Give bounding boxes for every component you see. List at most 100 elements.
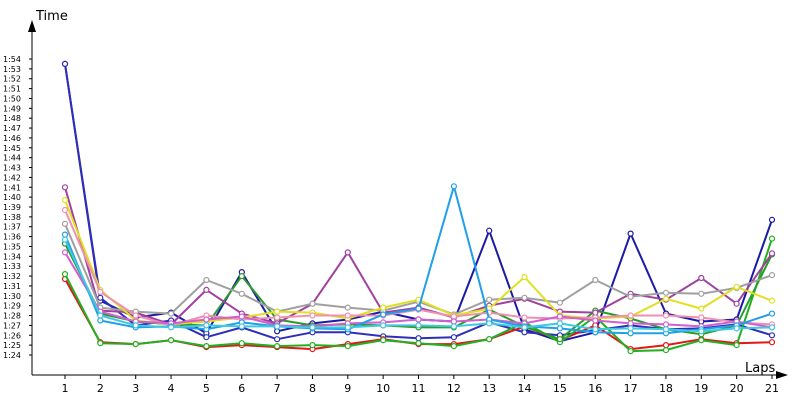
x-ticks: 1 2 3 4 5 6 7 8 9 10 11 12 13 14 15 16 17 18 19 20 21 — [62, 375, 779, 395]
data-point — [97, 340, 104, 347]
data-point — [450, 323, 457, 330]
data-point — [97, 317, 104, 324]
data-point — [768, 324, 776, 331]
data-point — [238, 323, 245, 330]
x-tick-label: 20 — [730, 382, 744, 395]
data-point — [768, 339, 776, 346]
data-point — [380, 322, 387, 329]
data-point — [203, 286, 210, 293]
data-point — [168, 310, 175, 317]
data-point — [203, 334, 210, 341]
data-point — [698, 328, 705, 335]
x-tick-label: 21 — [765, 382, 779, 395]
y-tick-label: 1:31 — [3, 282, 21, 291]
y-tick-label: 1:42 — [3, 173, 21, 182]
y-tick-label: 1:37 — [3, 223, 21, 232]
series-12 — [61, 236, 776, 335]
data-point — [662, 295, 670, 302]
x-tick-label: 5 — [203, 382, 210, 395]
y-tick-label: 1:54 — [3, 55, 21, 64]
data-point — [450, 343, 457, 350]
data-point — [733, 300, 740, 307]
data-point — [344, 312, 351, 319]
data-point — [274, 343, 281, 350]
data-point — [627, 330, 634, 337]
data-point — [733, 342, 740, 349]
data-point — [309, 312, 316, 319]
data-point — [556, 320, 564, 327]
data-point — [61, 220, 69, 227]
y-tick-label: 1:40 — [3, 193, 21, 202]
data-point — [168, 337, 175, 344]
data-point — [662, 347, 670, 354]
x-tick-label: 10 — [376, 382, 390, 395]
x-tick-label: 12 — [447, 382, 461, 395]
data-point — [733, 283, 740, 290]
data-point — [592, 326, 599, 333]
y-axis-arrow — [28, 20, 36, 32]
y-tick-label: 1:38 — [3, 213, 21, 222]
y-tick-label: 1:24 — [3, 351, 21, 360]
data-point — [415, 335, 422, 342]
data-point — [521, 294, 528, 301]
data-point — [380, 337, 387, 344]
data-point — [168, 324, 175, 331]
y-tick-label: 1:36 — [3, 233, 21, 242]
y-tick-label: 1:39 — [3, 203, 21, 212]
y-tick-label: 1:48 — [3, 114, 21, 123]
y-tick-label: 1:52 — [3, 75, 21, 84]
data-point — [203, 276, 210, 284]
data-point — [450, 334, 457, 341]
data-point — [556, 336, 564, 343]
y-tick-label: 1:50 — [3, 94, 21, 103]
y-tick-label: 1:43 — [3, 164, 21, 173]
data-point — [698, 314, 705, 321]
data-point — [238, 273, 245, 280]
data-point — [97, 294, 104, 301]
y-tick-label: 1:28 — [3, 312, 21, 321]
x-tick-label: 11 — [412, 382, 426, 395]
y-tick-label: 1:30 — [3, 292, 21, 301]
data-point — [662, 312, 670, 319]
data-point — [733, 325, 740, 332]
x-tick-label: 14 — [518, 382, 532, 395]
data-point — [556, 325, 564, 332]
data-point — [61, 60, 69, 68]
data-point — [309, 324, 316, 331]
y-tick-label: 1:26 — [3, 331, 21, 340]
data-point — [274, 328, 281, 335]
x-tick-label: 4 — [168, 382, 175, 395]
data-point — [768, 235, 776, 242]
data-point — [662, 289, 670, 296]
data-point — [450, 318, 457, 325]
data-point — [768, 297, 776, 304]
data-point — [521, 329, 528, 336]
x-tick-label: 6 — [238, 382, 245, 395]
data-point — [556, 299, 564, 306]
data-point — [309, 300, 316, 307]
data-point — [61, 184, 69, 191]
data-point — [203, 322, 210, 329]
data-point — [627, 348, 634, 355]
data-point — [450, 313, 457, 320]
y-ticks: 1:241:251:261:271:281:291:301:311:321:33… — [3, 55, 32, 360]
data-point — [274, 336, 281, 343]
data-point — [344, 324, 351, 331]
data-point — [238, 340, 245, 347]
data-point — [662, 342, 670, 349]
x-tick-label: 17 — [624, 382, 638, 395]
x-tick-label: 15 — [553, 382, 567, 395]
data-point — [203, 316, 210, 323]
data-point — [61, 236, 69, 243]
x-tick-label: 18 — [659, 382, 673, 395]
data-point — [274, 314, 281, 321]
data-point — [486, 296, 493, 303]
x-tick-label: 19 — [694, 382, 708, 395]
data-point — [344, 343, 351, 350]
data-point — [698, 290, 705, 297]
data-point — [556, 313, 564, 320]
data-point — [274, 323, 281, 330]
data-point — [627, 293, 634, 300]
data-point — [274, 308, 281, 315]
